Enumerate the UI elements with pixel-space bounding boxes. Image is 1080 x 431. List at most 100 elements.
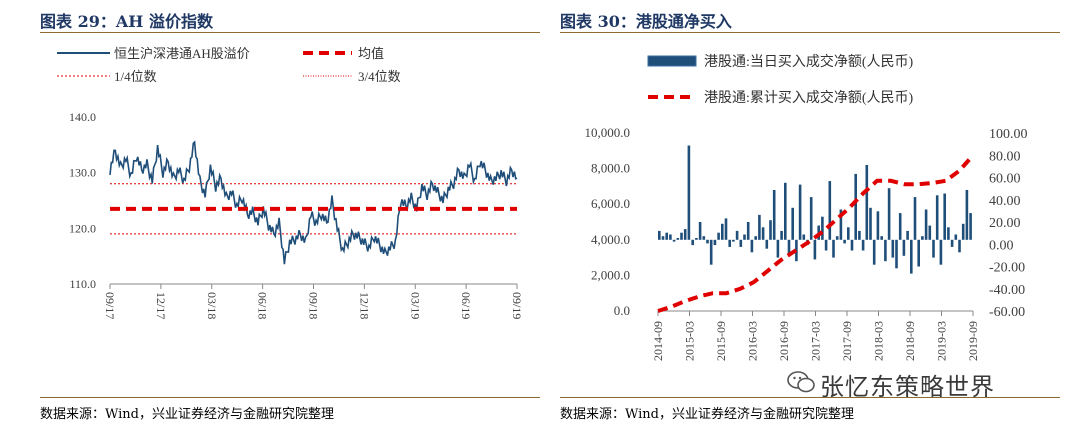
watermark-text: 张忆东策略世界 bbox=[820, 373, 995, 401]
y-tick-label: 110.0 bbox=[69, 277, 96, 291]
daily-net-buy-bar bbox=[832, 239, 835, 258]
x-tick-label: 2018-03 bbox=[872, 321, 886, 361]
left-title-rule bbox=[40, 32, 540, 33]
daily-net-buy-bar bbox=[669, 234, 672, 240]
legend-q1-label: 1/4位数 bbox=[114, 69, 157, 84]
daily-net-buy-bar bbox=[913, 197, 917, 240]
left-y-tick-label: 10,000.0 bbox=[585, 125, 631, 140]
x-tick-label: 2015-03 bbox=[683, 321, 697, 361]
left-bottom-rule bbox=[40, 397, 540, 398]
daily-net-buy-bar bbox=[791, 207, 794, 240]
daily-net-buy-bar bbox=[843, 239, 846, 244]
left-y-tick-label: 4,000.0 bbox=[591, 232, 630, 247]
daily-net-buy-bar bbox=[665, 232, 668, 240]
daily-net-buy-bar bbox=[891, 239, 895, 258]
legend-bar-swatch bbox=[647, 55, 697, 67]
daily-net-buy-bar bbox=[884, 239, 887, 262]
daily-net-buy-bar bbox=[887, 188, 891, 240]
daily-net-buy-bar bbox=[691, 239, 694, 246]
daily-net-buy-bar bbox=[717, 232, 720, 240]
daily-net-buy-bar bbox=[802, 234, 806, 240]
daily-net-buy-bar bbox=[858, 230, 861, 240]
daily-net-buy-bar bbox=[854, 173, 857, 240]
daily-net-buy-bar bbox=[939, 239, 943, 265]
daily-net-buy-bar bbox=[895, 239, 898, 269]
daily-net-buy-bar bbox=[750, 239, 754, 253]
daily-net-buy-bar bbox=[865, 165, 869, 240]
daily-net-buy-bar bbox=[798, 184, 802, 240]
right-y-tick-label: -40.00 bbox=[989, 283, 1025, 298]
daily-net-buy-bar bbox=[898, 213, 902, 240]
daily-net-buy-bar bbox=[965, 190, 969, 240]
daily-net-buy-bar bbox=[958, 239, 961, 253]
daily-net-buy-bar bbox=[780, 230, 783, 240]
daily-net-buy-bar bbox=[824, 239, 828, 251]
daily-net-buy-bar bbox=[702, 236, 706, 240]
left-y-tick-label: 8,000.0 bbox=[591, 161, 630, 176]
daily-net-buy-bar bbox=[724, 218, 728, 240]
daily-net-buy-bar bbox=[954, 234, 958, 240]
x-tick-label: 2016-09 bbox=[777, 321, 791, 361]
x-tick-label: 09/18 bbox=[307, 292, 321, 319]
daily-net-buy-bar bbox=[961, 223, 965, 240]
x-tick-label: 09/19 bbox=[510, 292, 524, 319]
y-tick-label: 140.0 bbox=[69, 110, 96, 124]
daily-net-buy-bar bbox=[743, 234, 746, 240]
daily-net-buy-bar bbox=[947, 227, 950, 240]
right-y-tick-label: -60.00 bbox=[989, 305, 1025, 320]
daily-net-buy-bar bbox=[861, 239, 865, 251]
daily-net-buy-bar bbox=[784, 182, 787, 240]
daily-net-buy-bar bbox=[924, 209, 928, 240]
daily-net-buy-bar bbox=[713, 239, 717, 246]
daily-net-buy-bar bbox=[683, 229, 687, 240]
daily-net-buy-bar bbox=[950, 239, 954, 247]
daily-net-buy-bar bbox=[795, 239, 798, 262]
x-tick-label: 03/19 bbox=[408, 292, 422, 319]
daily-net-buy-bar bbox=[847, 227, 850, 240]
daily-net-buy-bar bbox=[839, 209, 843, 240]
left-source-note: 数据来源：Wind，兴业证券经济与金融研究院整理 bbox=[40, 407, 334, 422]
daily-net-buy-bar bbox=[876, 211, 880, 240]
daily-net-buy-bar bbox=[709, 239, 713, 265]
daily-net-buy-bar bbox=[776, 239, 780, 258]
daily-net-buy-bar bbox=[932, 239, 935, 258]
legend-q3-label: 3/4位数 bbox=[358, 69, 401, 84]
x-tick-label: 2014-09 bbox=[651, 321, 665, 361]
right-y-tick-label: 100.00 bbox=[989, 127, 1028, 142]
x-tick-label: 09/17 bbox=[103, 292, 117, 319]
daily-net-buy-bar bbox=[910, 239, 913, 274]
right-chart-title: 图表 30：港股通净买入 bbox=[560, 12, 732, 31]
legend-series-label: 恒生沪深港通AH股溢价 bbox=[114, 46, 250, 61]
right-source-note: 数据来源：Wind，兴业证券经济与金融研究院整理 bbox=[560, 407, 854, 422]
daily-net-buy-bar bbox=[880, 236, 883, 240]
daily-net-buy-bar bbox=[850, 239, 854, 251]
right-y-tick-label: 60.00 bbox=[989, 172, 1021, 187]
y-tick-label: 130.0 bbox=[69, 166, 96, 180]
daily-net-buy-bar bbox=[695, 238, 698, 240]
legend-mean-label: 均值 bbox=[358, 46, 384, 61]
x-tick-label: 12/17 bbox=[154, 292, 168, 319]
legend-bar-label: 港股通:当日买入成交净额(人民币) bbox=[704, 53, 914, 70]
x-tick-label: 2018-09 bbox=[903, 321, 917, 361]
southbound-net-buy-chart: 港股通:当日买入成交净额(人民币) 港股通:累计买入成交净额(人民币) 10,0… bbox=[585, 53, 1028, 361]
daily-net-buy-bar bbox=[935, 195, 939, 240]
left-y-tick-label: 6,000.0 bbox=[591, 196, 630, 211]
daily-net-buy-bar bbox=[735, 230, 739, 240]
daily-net-buy-bar bbox=[676, 238, 680, 240]
daily-net-buy-bar bbox=[787, 239, 791, 254]
ah-premium-chart: 恒生沪深港通AH股溢价 均值 1/4位数 3/4位数 140.0 130.0 120… bbox=[57, 46, 524, 319]
daily-net-buy-bar bbox=[732, 239, 735, 242]
right-y-tick-label: 40.00 bbox=[989, 194, 1021, 209]
y-tick-label: 120.0 bbox=[69, 221, 96, 235]
left-y-tick-label: 2,000.0 bbox=[591, 267, 630, 282]
right-legend: 港股通:当日买入成交净额(人民币) 港股通:累计买入成交净额(人民币) bbox=[647, 53, 914, 106]
daily-net-buy-bar bbox=[869, 207, 872, 240]
x-tick-label: 03/18 bbox=[205, 292, 219, 319]
daily-net-buy-bar bbox=[739, 239, 743, 247]
daily-net-buy-bar bbox=[835, 236, 839, 240]
x-tick-label: 2016-03 bbox=[746, 321, 760, 361]
daily-net-buy-bar bbox=[828, 181, 832, 240]
right-bottom-rule bbox=[560, 397, 1060, 398]
x-tick-label: 2019-03 bbox=[935, 321, 949, 361]
daily-net-buy-bar bbox=[687, 145, 691, 240]
